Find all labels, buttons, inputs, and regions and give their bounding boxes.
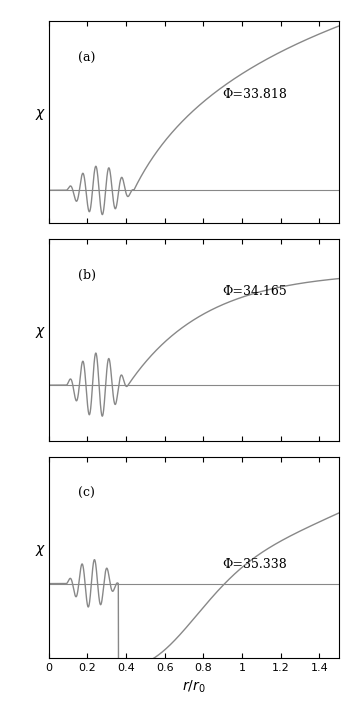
Text: (c): (c) xyxy=(78,487,95,500)
Text: (b): (b) xyxy=(78,269,96,282)
Y-axis label: $\chi$: $\chi$ xyxy=(35,542,46,558)
Text: Φ=33.818: Φ=33.818 xyxy=(223,88,288,101)
X-axis label: $r/r_0$: $r/r_0$ xyxy=(182,679,206,695)
Text: Φ=34.165: Φ=34.165 xyxy=(223,285,288,299)
Text: (a): (a) xyxy=(78,52,95,64)
Text: Φ=35.338: Φ=35.338 xyxy=(223,558,288,571)
Y-axis label: $\chi$: $\chi$ xyxy=(35,325,46,340)
Y-axis label: $\chi$: $\chi$ xyxy=(35,107,46,122)
